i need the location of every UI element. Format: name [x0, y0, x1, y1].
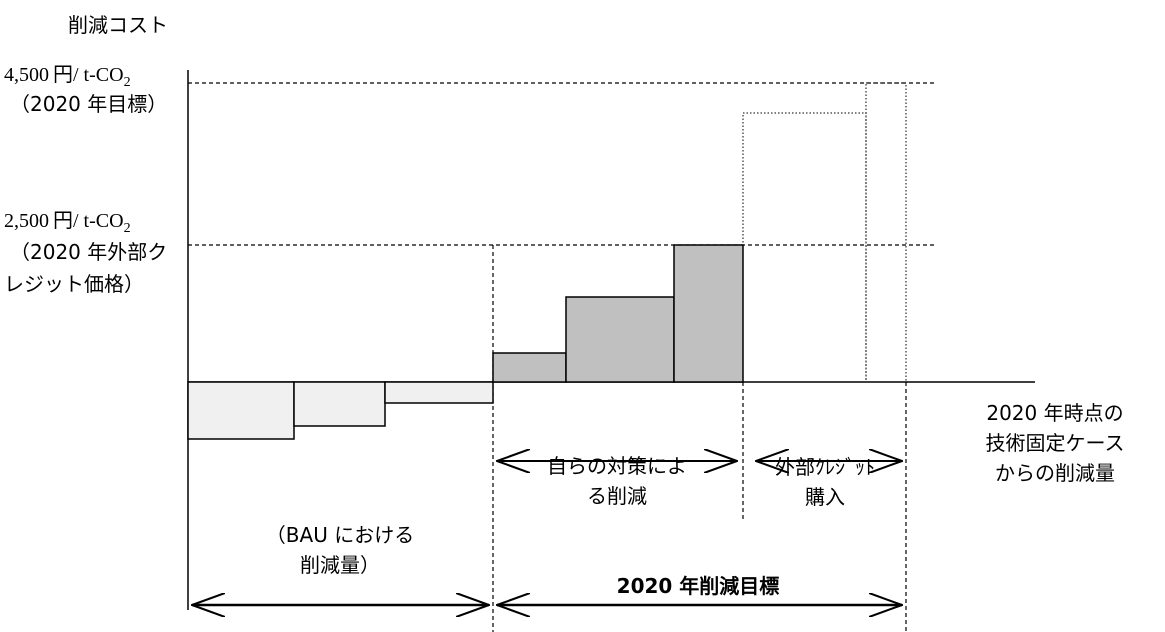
x-axis-label-line3: からの削減量 — [995, 461, 1115, 485]
own-bar-2 — [565, 296, 675, 383]
y-axis-title: 削減コスト — [68, 13, 168, 37]
own-bar-3 — [673, 244, 744, 383]
x-axis-label-line1: 2020 年時点の — [986, 401, 1123, 425]
external-credit-label-line2: 購入 — [805, 485, 845, 509]
bau-label-line2: 削減量） — [300, 553, 380, 577]
bau-bar-3 — [384, 381, 494, 404]
external-credit-label-line1: 外部ｸﾚｼﾞｯﾄ — [775, 455, 875, 479]
level-4500-note: （2020 年目標） — [10, 92, 167, 116]
own-measures-label-line1: 自らの対策によ — [547, 454, 687, 478]
bau-label-line1: （BAU における — [266, 523, 414, 547]
x-axis-label-line2: 技術固定ケース — [986, 431, 1125, 455]
own-bar-1 — [492, 352, 567, 383]
credit-box-1 — [742, 112, 867, 383]
level-4500-price: 4,500 円/ t-CO2 — [4, 64, 131, 90]
own-measures-label-line2: る削減 — [587, 484, 647, 508]
bau-bar-2 — [293, 381, 386, 427]
level-2500-note-line2: レジット価格） — [4, 272, 144, 296]
credit-box-2 — [865, 82, 907, 383]
level-2500-price: 2,500 円/ t-CO2 — [4, 210, 131, 236]
level-2500-note-line1: （2020 年外部ク — [10, 240, 167, 264]
target-label: 2020 年削減目標 — [617, 574, 780, 598]
bau-bar-1 — [187, 381, 295, 440]
